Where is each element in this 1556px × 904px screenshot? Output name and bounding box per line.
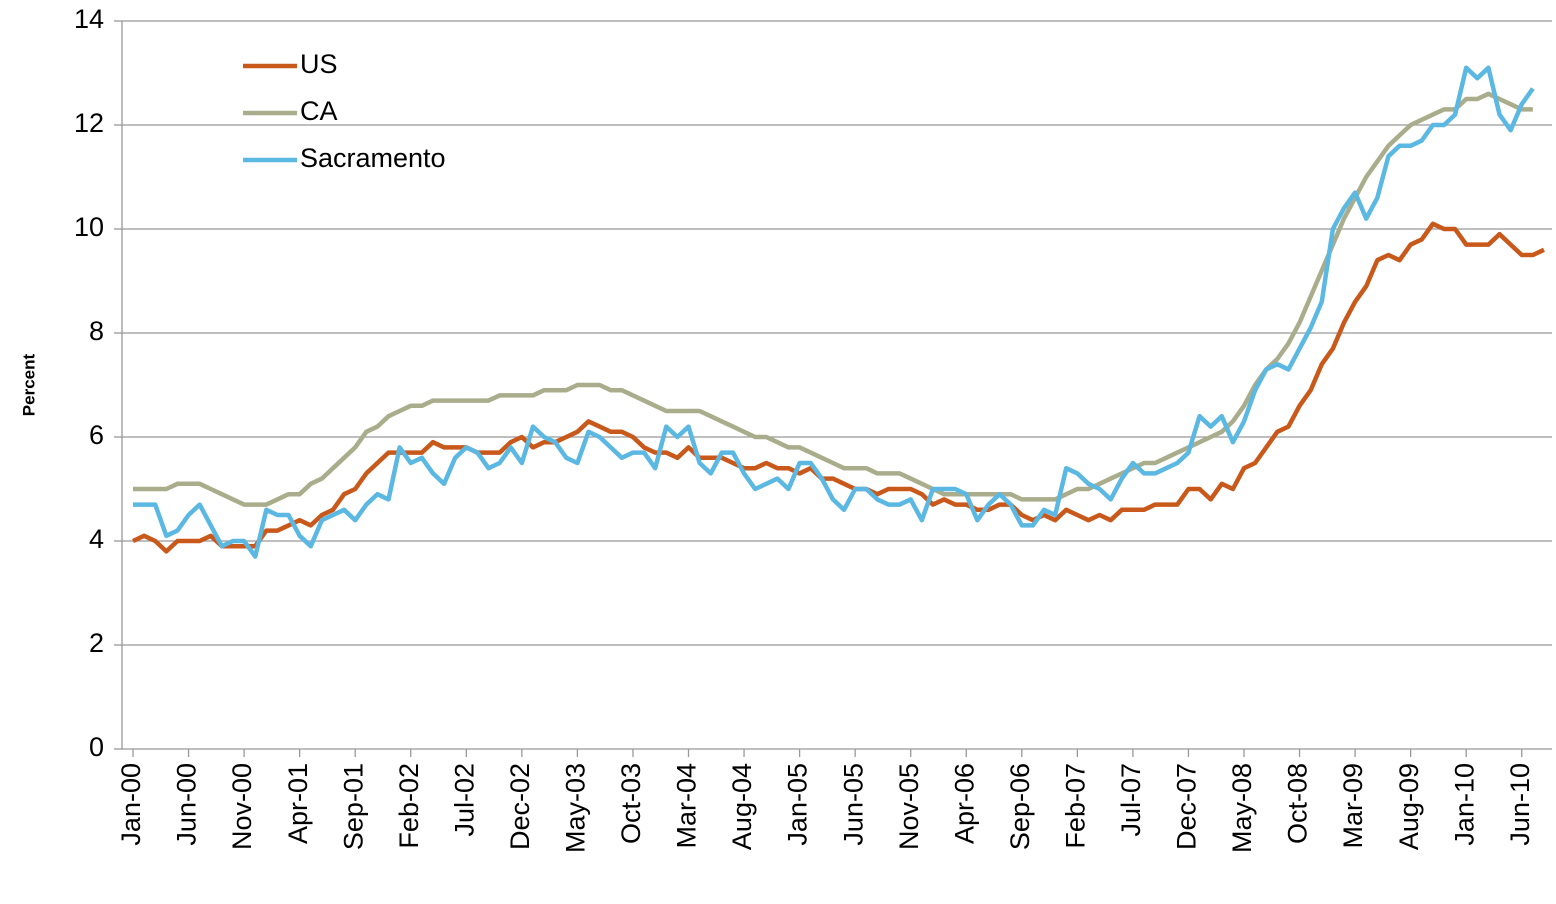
x-tick-label: Jun-05 — [838, 763, 868, 846]
x-tick-label: May-08 — [1227, 763, 1257, 853]
x-tick-label: Feb-07 — [1060, 763, 1090, 849]
x-tick-label: Apr-01 — [283, 763, 313, 844]
series-line — [133, 91, 1533, 507]
y-tick-label: 10 — [74, 212, 104, 242]
x-tick-label: Oct-03 — [616, 763, 646, 844]
y-tick-label: 6 — [89, 420, 104, 450]
x-tick-label: Jun-10 — [1505, 763, 1535, 846]
y-tick-label: 8 — [89, 316, 104, 346]
y-tick-label: 0 — [89, 732, 104, 762]
x-tick-label: Dec-07 — [1172, 763, 1202, 850]
x-tick-label: Sep-01 — [338, 763, 368, 850]
legend-label: CA — [300, 96, 338, 126]
legend-label: US — [300, 49, 338, 79]
x-tick-label: Aug-04 — [727, 763, 757, 850]
legend-label: Sacramento — [300, 143, 446, 173]
x-tick-label: Apr-06 — [949, 763, 979, 844]
x-tick-label: Jan-05 — [783, 763, 813, 846]
x-tick-label: May-03 — [561, 763, 591, 853]
x-tick-label: Nov-00 — [227, 763, 257, 850]
y-tick-label: 12 — [74, 108, 104, 138]
x-tick-label: Jan-00 — [116, 763, 146, 846]
y-tick-label: 14 — [74, 4, 104, 34]
x-tick-label: Jan-10 — [1449, 763, 1479, 846]
series-line — [133, 65, 1535, 559]
x-tick-label: Jul-02 — [449, 763, 479, 837]
x-tick-label: Jul-07 — [1116, 763, 1146, 837]
x-tick-label: Mar-04 — [672, 763, 702, 849]
y-axis-label: Percent — [19, 353, 38, 416]
y-tick-label: 2 — [89, 628, 104, 658]
x-tick-label: Oct-08 — [1283, 763, 1313, 844]
x-tick-label: Nov-05 — [894, 763, 924, 850]
x-tick-label: Sep-06 — [1005, 763, 1035, 850]
series-line — [132, 221, 1545, 554]
x-tick-label: Mar-09 — [1338, 763, 1368, 849]
x-tick-label: Dec-02 — [505, 763, 535, 850]
y-tick-label: 4 — [89, 524, 104, 554]
x-tick-label: Jun-00 — [172, 763, 202, 846]
x-tick-label: Aug-09 — [1394, 763, 1424, 850]
x-tick-label: Feb-02 — [394, 763, 424, 849]
